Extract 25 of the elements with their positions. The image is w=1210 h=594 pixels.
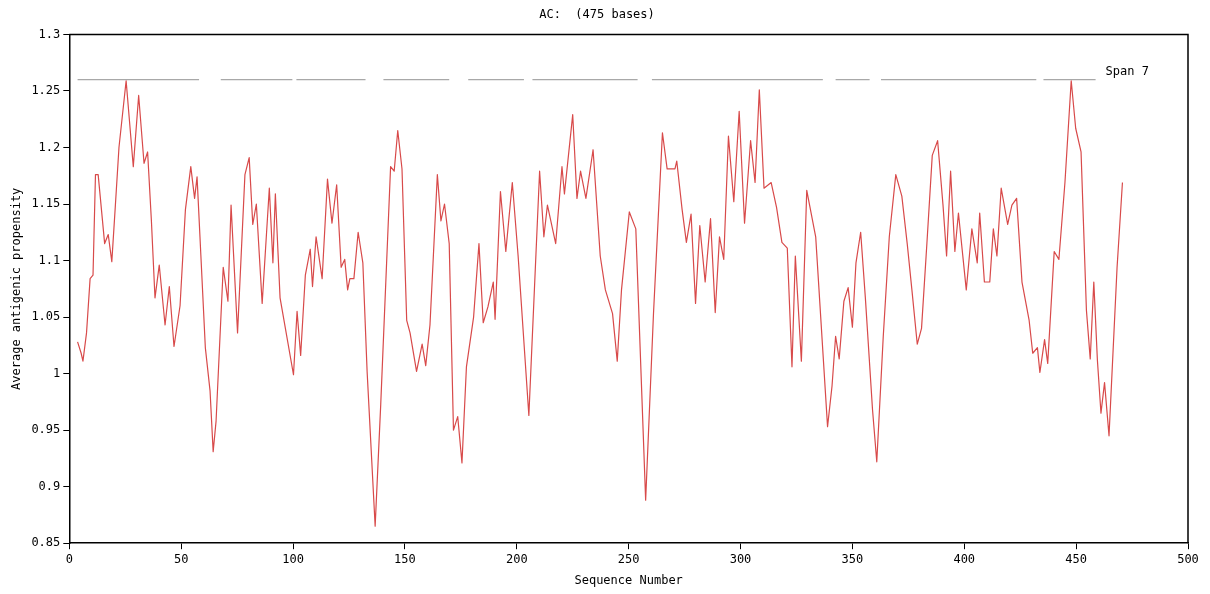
x-tick-label: 400 — [953, 551, 976, 566]
y-tick-label: 0.95 — [31, 422, 61, 437]
x-tick-label: 100 — [282, 551, 304, 566]
y-axis-title: Average antigenic propensity — [9, 187, 24, 390]
chart-title: AC: (475 bases) — [539, 7, 655, 22]
y-tick-label: 1.15 — [31, 196, 61, 211]
x-tick-label: 500 — [1177, 551, 1199, 566]
x-tick-label: 50 — [173, 551, 189, 566]
series-label: Span 7 — [1105, 63, 1149, 78]
y-tick-label: 1.1 — [38, 252, 61, 267]
x-tick-label: 200 — [505, 551, 528, 566]
y-tick-label: 0.85 — [31, 535, 61, 550]
y-tick-label: 0.9 — [38, 478, 61, 493]
x-tick-label: 350 — [841, 551, 864, 566]
x-tick-label: 450 — [1065, 551, 1087, 566]
x-tick-label: 250 — [617, 551, 640, 566]
y-tick-label: 1.2 — [38, 139, 61, 154]
x-tick-label: 0 — [65, 551, 73, 566]
y-tick-label: 1.25 — [31, 83, 61, 98]
y-tick-label: 1.3 — [38, 26, 61, 41]
x-tick-label: 300 — [729, 551, 752, 566]
y-tick-label: 1.05 — [31, 309, 61, 324]
x-tick-label: 150 — [394, 551, 416, 566]
x-axis-title: Sequence Number — [574, 572, 683, 587]
y-tick-label: 1 — [53, 365, 61, 380]
